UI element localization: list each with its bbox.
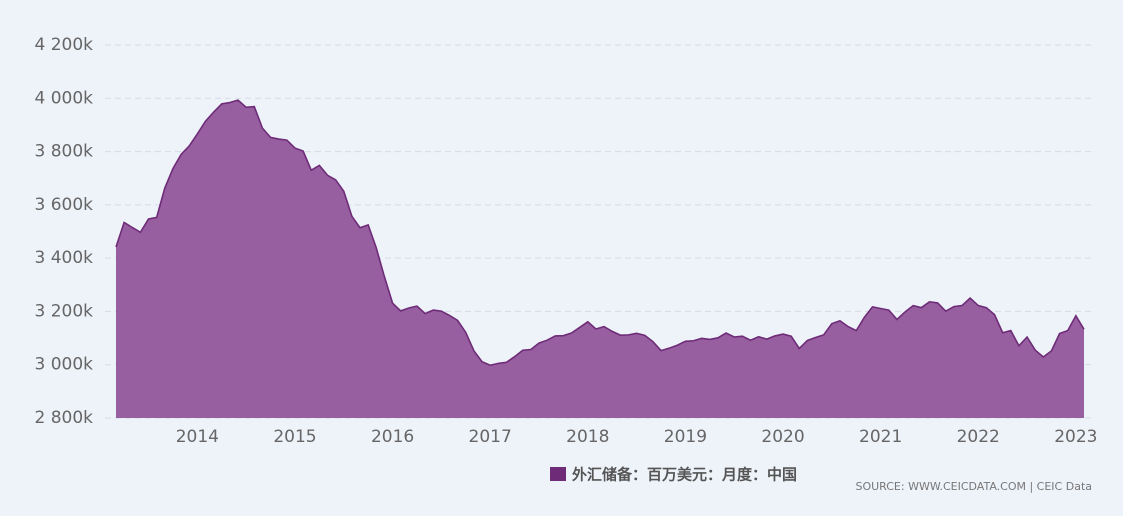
y-tick-label: 3 400k — [34, 248, 93, 268]
x-tick-label: 2014 — [176, 427, 219, 447]
x-tick-label: 2017 — [469, 427, 512, 447]
source: SOURCE: WWW.CEICDATA.COM | CEIC Data — [855, 480, 1092, 493]
x-tick-label: 2015 — [273, 427, 316, 447]
x-tick-label: 2023 — [1054, 427, 1097, 447]
x-tick-label: 2022 — [957, 427, 1000, 447]
y-tick-label: 2 800k — [34, 408, 93, 428]
y-tick-label: 3 800k — [34, 142, 93, 162]
x-tick-label: 2018 — [566, 427, 609, 447]
x-tick-label: 2020 — [761, 427, 804, 447]
x-tick-label: 2021 — [859, 427, 902, 447]
y-tick-label: 3 600k — [34, 195, 93, 215]
line — [115, 99, 1085, 367]
area — [116, 100, 1084, 419]
legend-swatch — [550, 467, 566, 481]
y-tick-label: 4 000k — [34, 88, 93, 108]
x-tick-label: 2016 — [371, 427, 414, 447]
y-tick-label: 3 000k — [34, 355, 93, 375]
legend-label: 外汇储备：百万美元：月度：中国 — [571, 466, 797, 484]
y-tick-label: 4 200k — [34, 35, 93, 55]
x-tick-label: 2019 — [664, 427, 707, 447]
y-tick-label: 3 200k — [34, 301, 93, 321]
